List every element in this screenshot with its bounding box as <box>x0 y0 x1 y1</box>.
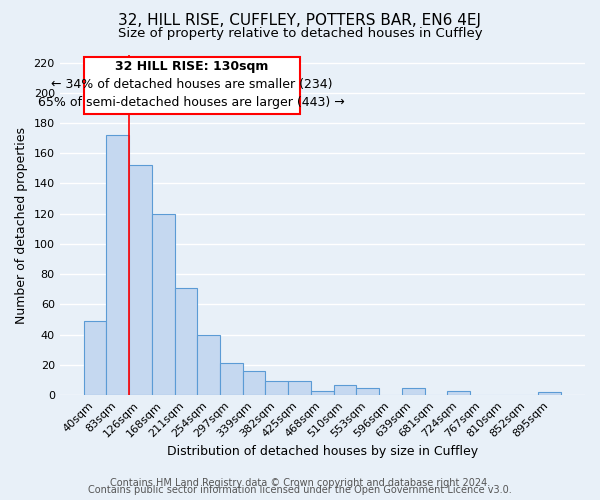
Text: Contains HM Land Registry data © Crown copyright and database right 2024.: Contains HM Land Registry data © Crown c… <box>110 478 490 488</box>
Bar <box>220 364 243 395</box>
Text: 32, HILL RISE, CUFFLEY, POTTERS BAR, EN6 4EJ: 32, HILL RISE, CUFFLEY, POTTERS BAR, EN6… <box>119 12 482 28</box>
Bar <box>311 390 334 395</box>
Bar <box>243 371 265 395</box>
Text: 65% of semi-detached houses are larger (443) →: 65% of semi-detached houses are larger (… <box>38 96 345 109</box>
Bar <box>106 135 129 395</box>
X-axis label: Distribution of detached houses by size in Cuffley: Distribution of detached houses by size … <box>167 444 478 458</box>
Bar <box>334 384 356 395</box>
Bar <box>265 382 288 395</box>
Bar <box>197 334 220 395</box>
Text: Contains public sector information licensed under the Open Government Licence v3: Contains public sector information licen… <box>88 485 512 495</box>
Bar <box>448 390 470 395</box>
Bar <box>538 392 561 395</box>
Bar <box>288 382 311 395</box>
Bar <box>402 388 425 395</box>
Text: Size of property relative to detached houses in Cuffley: Size of property relative to detached ho… <box>118 28 482 40</box>
Bar <box>129 166 152 395</box>
Bar <box>152 214 175 395</box>
Text: ← 34% of detached houses are smaller (234): ← 34% of detached houses are smaller (23… <box>51 78 332 90</box>
FancyBboxPatch shape <box>84 56 299 114</box>
Bar <box>83 321 106 395</box>
Bar <box>356 388 379 395</box>
Bar <box>175 288 197 395</box>
Text: 32 HILL RISE: 130sqm: 32 HILL RISE: 130sqm <box>115 60 268 72</box>
Y-axis label: Number of detached properties: Number of detached properties <box>15 126 28 324</box>
